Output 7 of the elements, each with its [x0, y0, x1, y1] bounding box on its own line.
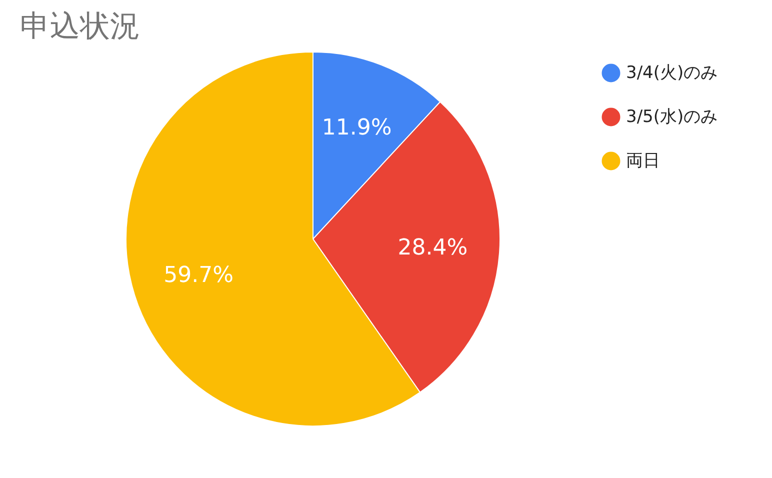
legend-label: 3/4(火)のみ — [626, 63, 718, 83]
legend-label: 3/5(水)のみ — [626, 107, 718, 127]
legend-label: 両日 — [626, 151, 660, 171]
data-label: 11.9% — [322, 115, 392, 140]
chart-title: 申込状況 — [20, 9, 140, 44]
data-label: 59.7% — [164, 263, 234, 288]
data-label: 28.4% — [398, 235, 468, 260]
